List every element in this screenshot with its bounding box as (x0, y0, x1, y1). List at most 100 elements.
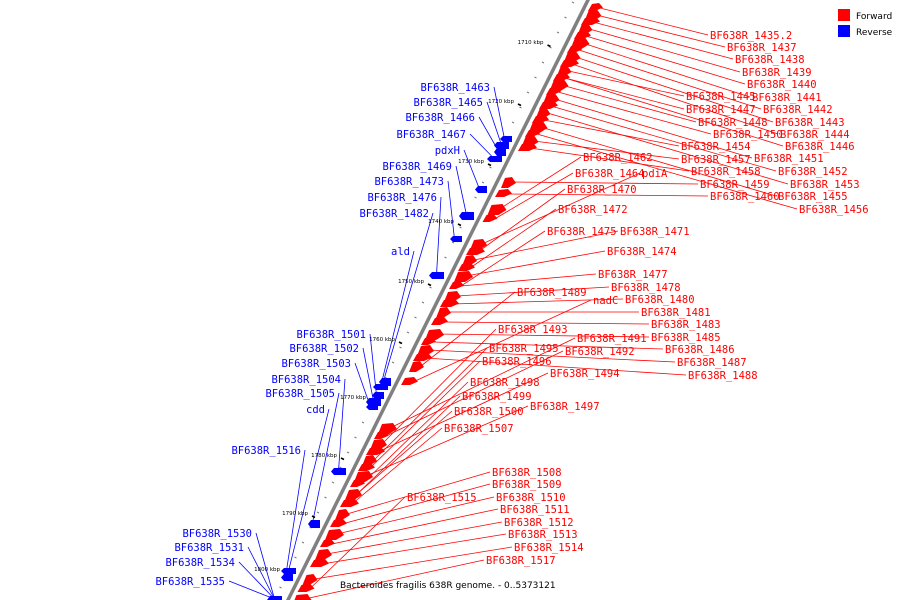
reverse-gene-block (475, 186, 487, 193)
forward-gene-label: BF638R_1510 (496, 492, 566, 504)
forward-gene-label: nadC (593, 295, 618, 307)
forward-connector (554, 98, 753, 159)
reverse-gene-block (487, 156, 502, 162)
reverse-connector (228, 580, 275, 600)
forward-gene-block (325, 529, 344, 540)
forward-gene-label: BF638R_1475 (547, 226, 617, 238)
forward-gene-label: BF638R_1509 (492, 479, 562, 491)
reverse-connector (285, 449, 306, 578)
reverse-gene-label: BF638R_1467 (396, 129, 466, 141)
forward-gene-label: BF638R_1494 (550, 368, 620, 380)
forward-gene-block (539, 101, 558, 109)
forward-gene-block (462, 255, 477, 266)
forward-gene-label: BF638R_1440 (747, 79, 817, 91)
reverse-gene-block (494, 148, 506, 156)
forward-gene-block (436, 307, 451, 318)
forward-gene-block (431, 317, 448, 325)
forward-gene-label: BF638R_1481 (641, 307, 711, 319)
forward-gene-block (401, 377, 418, 385)
reverse-gene-label: BF638R_1503 (281, 358, 351, 370)
reverse-connector (380, 250, 415, 388)
forward-connector (494, 172, 574, 220)
forward-gene-label: BF638R_1450 (713, 129, 783, 141)
forward-gene-label: BF638R_1460 (710, 191, 780, 203)
forward-connector (599, 7, 709, 36)
forward-gene-block (482, 214, 498, 222)
forward-gene-block (588, 3, 603, 11)
forward-connector (356, 395, 461, 495)
label-connectors (228, 7, 798, 600)
forward-gene-label: BF638R_1470 (567, 184, 637, 196)
forward-gene-label: BF638R_1480 (625, 294, 695, 306)
forward-gene-block (454, 271, 473, 282)
forward-connector (455, 286, 610, 297)
forward-connector (571, 63, 779, 135)
forward-gene-block (413, 353, 432, 361)
forward-gene-block (518, 143, 537, 151)
reverse-gene-label: BF638R_1476 (367, 192, 437, 204)
legend-reverse-label: Reverse (856, 28, 893, 38)
forward-connector (373, 347, 488, 461)
reverse-gene-label: BF638R_1534 (165, 557, 235, 569)
forward-gene-block (532, 115, 549, 123)
forward-connector (436, 333, 650, 338)
forward-connector (336, 496, 495, 535)
forward-connector (465, 250, 606, 277)
reverse-gene-label: BF638R_1531 (174, 542, 244, 554)
forward-gene-label: BF638R_1514 (514, 542, 584, 554)
scale-tick-major (487, 163, 492, 167)
reverse-gene-block (494, 142, 509, 149)
forward-connector (499, 156, 582, 210)
forward-gene-block (581, 17, 600, 25)
forward-gene-block (487, 204, 507, 215)
forward-gene-label: BF638R_1485 (651, 332, 721, 344)
forward-gene-block (297, 584, 315, 592)
reverse-connector (463, 149, 480, 190)
forward-gene-label: BF638R_1513 (508, 529, 578, 541)
forward-connector (547, 112, 789, 185)
scale-tick-major (547, 44, 551, 48)
forward-gene-label: BF638R_1497 (530, 401, 600, 413)
forward-gene-label: BF638R_1498 (470, 377, 540, 389)
forward-gene-block (546, 87, 561, 95)
forward-connector (377, 372, 549, 453)
forward-gene-block (553, 73, 570, 81)
forward-gene-block (345, 489, 362, 500)
scale-label: 1710 kbp (518, 40, 544, 46)
forward-connector (389, 337, 576, 429)
reverse-gene-block (372, 392, 384, 399)
legend-forward-swatch (838, 9, 850, 21)
reverse-connector (469, 133, 495, 160)
forward-connector (304, 559, 485, 600)
forward-gene-block (354, 471, 373, 482)
forward-gene-label: BF638R_1486 (665, 344, 735, 356)
forward-connector (550, 105, 777, 172)
forward-gene-label: BF638R_1444 (780, 129, 850, 141)
forward-gene-label: BF638R_1441 (752, 92, 822, 104)
forward-gene-label: BF638R_1492 (565, 346, 635, 358)
forward-connector (351, 427, 443, 505)
reverse-gene-label: BF638R_1535 (155, 576, 225, 588)
reverse-gene-block (450, 236, 462, 242)
forward-gene-label: BF638R_1455 (778, 191, 848, 203)
forward-connector (321, 533, 507, 565)
forward-gene-block (501, 177, 516, 188)
forward-gene-block (366, 447, 385, 455)
forward-gene-label: BF638R_1457 (681, 154, 751, 166)
forward-connector (365, 405, 529, 477)
forward-connector (561, 84, 697, 123)
reverse-gene-label: BF638R_1463 (420, 82, 490, 94)
forward-gene-label: pdiA (642, 168, 668, 180)
forward-gene-label: BF638R_1451 (754, 153, 824, 165)
reverse-gene-label: BF638R_1465 (413, 97, 483, 109)
forward-gene-label: BF638R_1496 (482, 356, 552, 368)
forward-connector (506, 193, 709, 197)
reverse-gene-label: BF638R_1469 (382, 161, 452, 173)
forward-connector (469, 208, 557, 269)
reverse-gene-block (267, 596, 282, 600)
forward-gene-label: BF638R_1488 (688, 370, 758, 382)
scale-label: 1760 kbp (369, 337, 395, 343)
reverse-connector (255, 532, 275, 600)
forward-connector (424, 357, 687, 376)
